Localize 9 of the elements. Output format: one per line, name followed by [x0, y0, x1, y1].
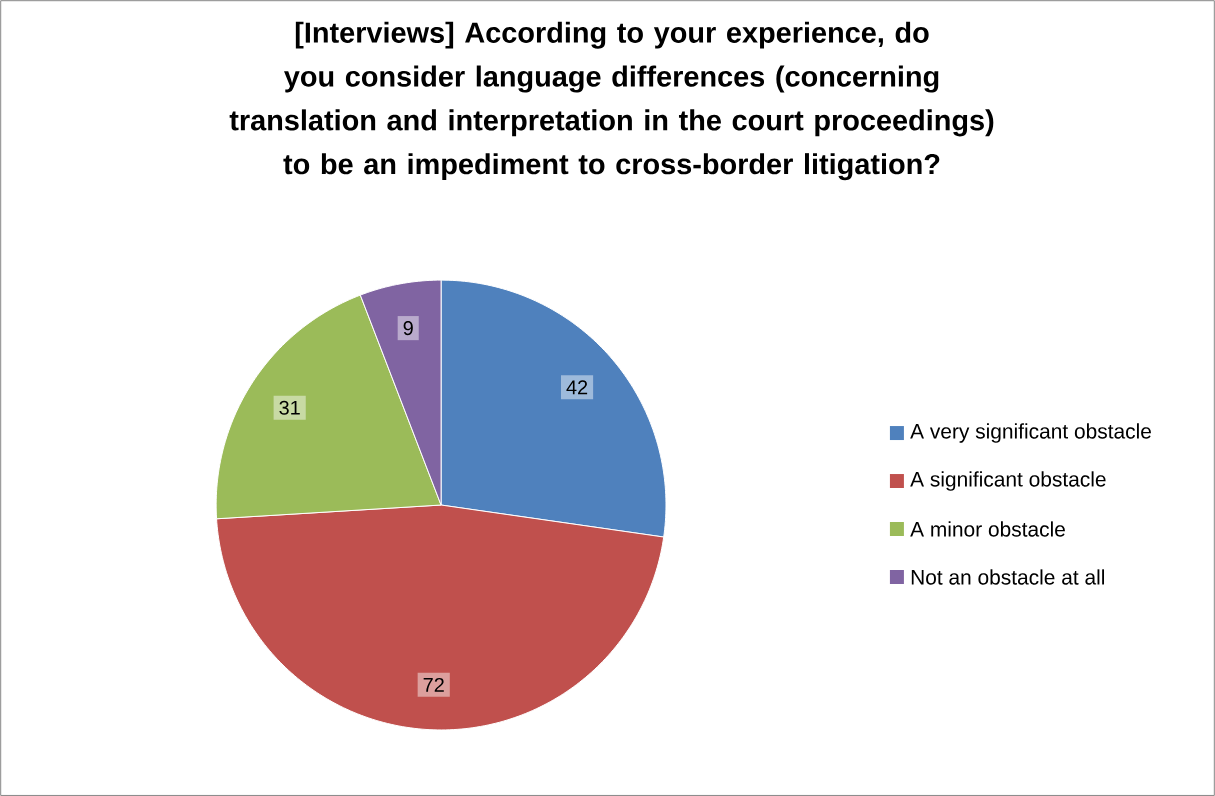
legend-label: A significant obstacle	[910, 471, 1106, 491]
data-label: 42	[566, 380, 588, 395]
chart-title: [Interviews] According to your experience, do you consider language differences (concerning translation and interpretation in the court proceedings) to be an impediment to cross-border litigation?	[229, 21, 994, 181]
data-label: 9	[403, 321, 413, 336]
legend-label: Not an obstacle at all	[911, 569, 1104, 585]
data-label: 31	[279, 400, 300, 415]
data-label: 72	[423, 677, 444, 692]
legend-label: A very significant obstacle	[910, 423, 1151, 443]
legend-label: A minor obstacle	[910, 521, 1065, 537]
